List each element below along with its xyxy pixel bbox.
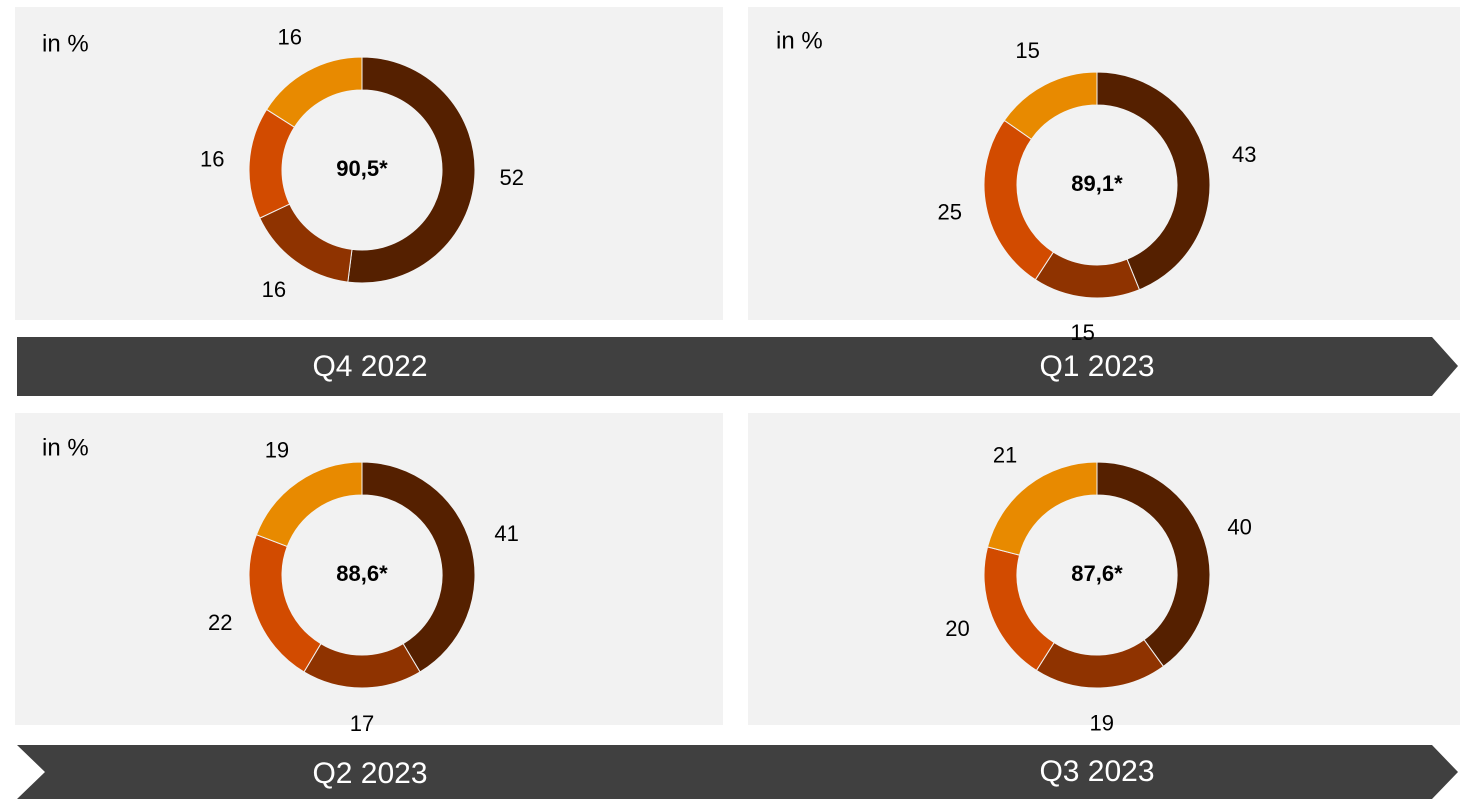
data-label: 21 [993, 442, 1017, 467]
donut-segment [986, 461, 1098, 556]
quarter-label: Q4 2022 [312, 350, 427, 383]
unit-label: in % [776, 27, 823, 54]
donut-segment [265, 56, 363, 128]
data-label: 25 [938, 199, 962, 224]
center-label: 90,5* [336, 156, 388, 181]
data-label: 16 [262, 277, 286, 302]
data-label: 19 [265, 437, 289, 462]
donut-segment [361, 461, 476, 673]
data-label: 17 [350, 711, 374, 736]
timeline-banner [17, 745, 1458, 799]
donut-segment [347, 56, 476, 284]
unit-label: in % [42, 434, 89, 461]
data-label: 16 [200, 146, 224, 171]
data-label: 15 [1015, 38, 1039, 63]
data-label: 43 [1232, 142, 1256, 167]
donut-segment [1096, 71, 1211, 291]
quarter-label: Q2 2023 [312, 757, 427, 790]
timeline-banner [17, 337, 1458, 396]
data-label: 40 [1227, 514, 1251, 539]
donut-segment [1096, 461, 1211, 668]
center-label: 87,6* [1071, 561, 1123, 586]
center-label: 88,6* [336, 561, 388, 586]
data-label: 19 [1089, 711, 1113, 736]
data-label: 41 [494, 521, 518, 546]
donut-segment [1003, 71, 1098, 140]
center-label: 89,1* [1071, 171, 1123, 196]
donut-segment [255, 461, 363, 548]
data-label: 16 [277, 24, 301, 49]
data-label: 15 [1070, 320, 1094, 345]
unit-label: in % [42, 30, 89, 57]
data-label: 52 [499, 165, 523, 190]
data-label: 20 [945, 616, 969, 641]
quarter-label: Q1 2023 [1039, 350, 1154, 383]
quarter-label: Q3 2023 [1039, 755, 1154, 788]
data-label: 22 [208, 610, 232, 635]
